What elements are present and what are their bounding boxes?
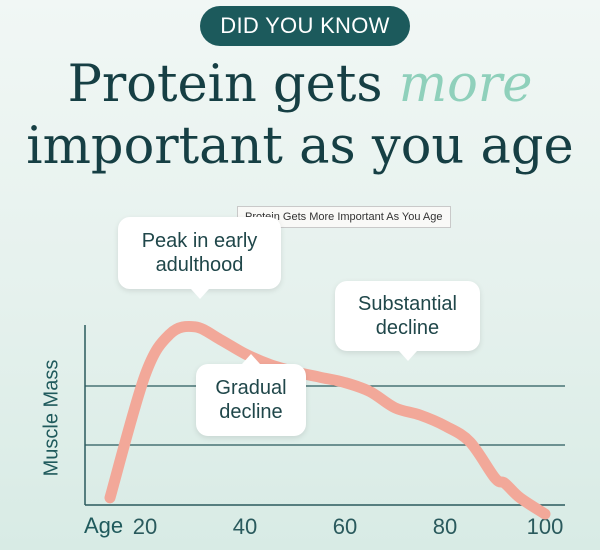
x-axis-label: Age [84, 513, 124, 538]
annotation-gradual-line-1: Gradual [215, 377, 287, 399]
annotation-gradual-text: Gradual decline [215, 376, 286, 424]
annotation-peak-pointer [190, 289, 209, 299]
annotation-peak: Peak in early adulthood [118, 217, 281, 299]
headline-line-1: Protein gets more [0, 54, 600, 116]
annotation-gradual-line-2: decline [219, 401, 283, 423]
did-you-know-badge: DID YOU KNOW [200, 6, 410, 46]
annotation-substantial-line-1: Substantial [358, 293, 457, 315]
annotation-substantial-line-2: decline [375, 317, 440, 339]
x-tick-label-40: 40 [233, 514, 257, 539]
headline-line-2: important as you age [26, 117, 574, 176]
headline-text-1: Protein gets [67, 55, 399, 114]
annotation-peak-text: Peak in early adulthood [142, 229, 258, 277]
x-tick-label-60: 60 [333, 514, 357, 539]
annotation-substantial: Substantial decline [335, 281, 480, 361]
y-axis-label: Muscle Mass [40, 359, 63, 477]
headline: Protein gets more important as you age [0, 54, 600, 178]
annotation-substantial-pointer [398, 351, 417, 361]
annotation-gradual-pointer [242, 354, 260, 364]
annotation-peak-line-2: adulthood [155, 254, 244, 276]
image-tooltip: Protein Gets More Important As You Age [237, 206, 451, 228]
x-tick-label-20: 20 [133, 514, 157, 539]
annotation-gradual: Gradual decline [196, 354, 306, 436]
headline-accent: more [398, 55, 533, 114]
annotation-peak-line-1: Peak in early [141, 230, 258, 252]
x-tick-label-80: 80 [433, 514, 457, 539]
annotation-substantial-text: Substantial decline [358, 292, 457, 340]
muscle-mass-curve [104, 320, 551, 520]
